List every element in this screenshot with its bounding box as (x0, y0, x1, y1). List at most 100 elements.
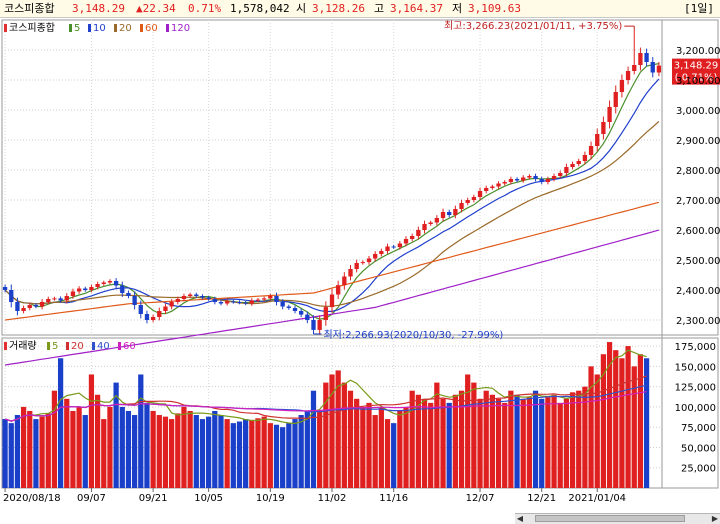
scroll-right-icon[interactable]: ▶ (711, 514, 719, 523)
volume-bar (421, 398, 428, 488)
price-candle (126, 290, 131, 299)
price-candle (27, 302, 32, 311)
volume-bar (323, 382, 329, 488)
volume-bar (637, 354, 644, 488)
volume-bar (199, 419, 206, 488)
price-candle (305, 311, 310, 324)
volume-bar (230, 423, 236, 488)
volume-bar (329, 374, 335, 488)
volume-legend-swatch (47, 342, 50, 350)
volume-bar (310, 390, 317, 488)
price-tick-label: 2,800.00 (676, 166, 720, 177)
volume-bar (181, 406, 187, 488)
volume-bar (236, 421, 243, 488)
scroll-thumb[interactable] (535, 515, 685, 522)
volume-bar (508, 390, 514, 488)
price-change: ▲22.34 (136, 2, 176, 15)
volume-bar (483, 390, 489, 488)
volume-bar (465, 374, 471, 488)
volume-bar (606, 342, 613, 488)
volume-bar (631, 366, 637, 488)
price-candle (33, 303, 39, 309)
volume-bar (446, 402, 452, 488)
price-candle (366, 255, 372, 265)
period-selector[interactable]: [1일] (684, 2, 714, 15)
price-candle (181, 293, 187, 302)
volume-panel-frame (1, 337, 719, 489)
volume-tick-label: 100,000 (675, 403, 716, 414)
price-candle (625, 66, 631, 85)
price-legend-label: 60 (145, 23, 158, 34)
volume-bar (440, 398, 446, 488)
volume-bar (502, 402, 508, 488)
volume-bar (82, 415, 88, 488)
price-candle (496, 181, 501, 189)
volume-bar (600, 354, 607, 488)
vol-ma5-line (4, 349, 647, 425)
volume-bar (526, 397, 533, 488)
volume-tick-label: 175,000 (675, 342, 716, 353)
price-candle (484, 185, 489, 194)
volume-tick-label: 125,000 (675, 383, 716, 394)
last-price-label: 3,148.29 (674, 61, 719, 72)
price-candle (261, 296, 267, 302)
price-candle (459, 199, 464, 213)
price-candle (15, 297, 20, 316)
volume-bar (64, 398, 70, 488)
volume-bar (33, 419, 39, 488)
price-candle (311, 315, 316, 330)
price-candle (120, 281, 125, 297)
price-candle (397, 240, 403, 250)
price-candle (224, 299, 230, 306)
volume-tick-label: 150,000 (675, 362, 716, 373)
x-tick-label: 09/07 (77, 493, 106, 504)
volume-bar (113, 382, 119, 488)
price-candle (385, 243, 390, 254)
volume-bar (280, 427, 286, 488)
volume-bar (267, 423, 273, 488)
price-candle (410, 233, 415, 242)
volume-bar (409, 390, 415, 488)
volume-bar (255, 418, 261, 488)
scroll-left-icon[interactable]: ◀ (516, 514, 524, 523)
price-candle (607, 100, 612, 129)
volume-bar (304, 410, 310, 488)
price-candle (379, 248, 384, 257)
price-candle (373, 251, 378, 262)
volume-bar (576, 390, 582, 488)
volume-legend-label: 20 (71, 341, 84, 352)
volume-bar (224, 419, 230, 488)
price-candle (64, 293, 69, 304)
volume-bar (292, 419, 298, 488)
volume-bar (193, 415, 199, 488)
volume-bar (261, 416, 267, 488)
volume-bar (384, 419, 391, 488)
price-candle (348, 265, 353, 281)
price-candle (52, 296, 57, 301)
price-candle (588, 141, 594, 160)
price-candle (656, 61, 662, 77)
volume-bar (335, 370, 341, 488)
x-tick-label: 11/02 (318, 493, 347, 504)
price-candle (243, 300, 248, 306)
volume-bar (354, 398, 360, 488)
price-candle (595, 128, 600, 152)
price-candle (601, 116, 606, 140)
volume-tick-label: 75,000 (681, 423, 716, 434)
price-candle (237, 300, 242, 305)
price-candle (292, 305, 298, 314)
price-candle (564, 163, 569, 177)
volume-bar (569, 392, 576, 488)
volume-bar (125, 410, 132, 488)
volume-bar (489, 394, 495, 488)
volume-bar (2, 419, 8, 488)
price-legend-label: 20 (119, 23, 132, 34)
chart-scrollbar[interactable]: ◀ ▶ (515, 513, 720, 524)
price-tick-label: 2,900.00 (676, 136, 720, 147)
volume-bar (341, 382, 347, 488)
price-candle (70, 288, 76, 299)
price-candle (644, 48, 649, 67)
price-candle (212, 296, 217, 305)
price-candle (157, 307, 162, 321)
